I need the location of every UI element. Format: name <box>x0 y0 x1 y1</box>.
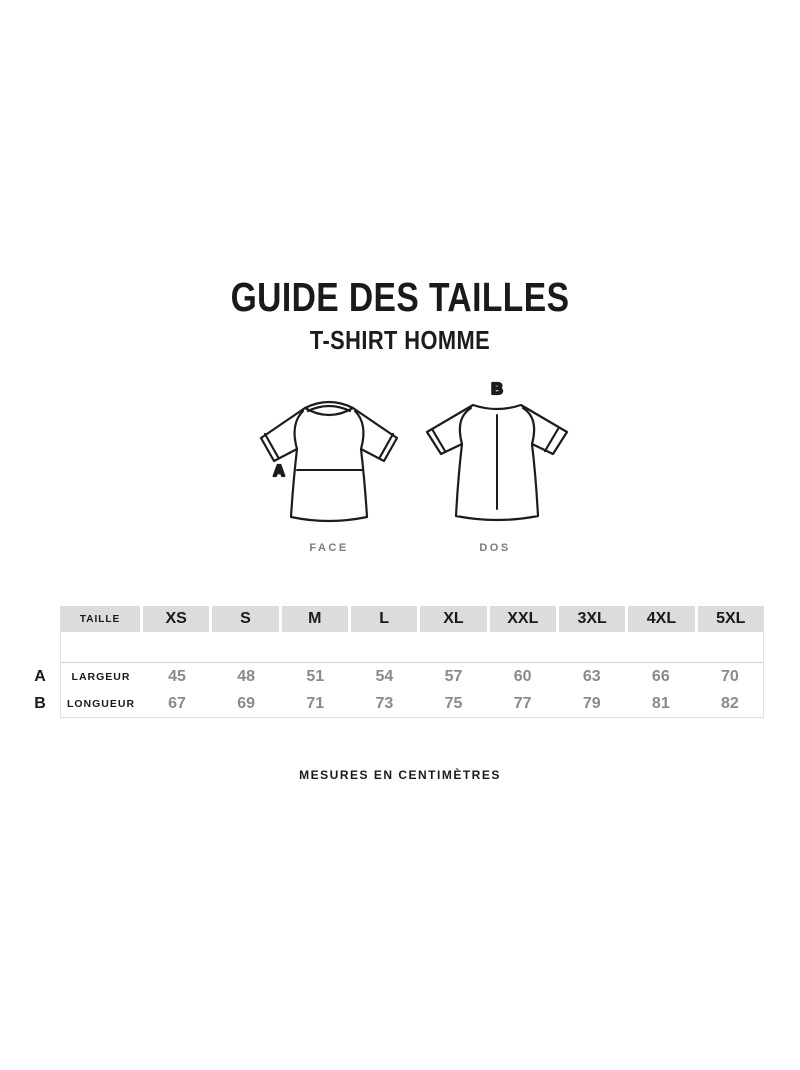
front-view-label: FACE <box>309 542 349 554</box>
row-marker-a: A <box>34 668 46 685</box>
width-marker-label: A <box>273 463 285 480</box>
row-marker-b: B <box>34 695 46 712</box>
size-value-cell: 75 <box>444 694 463 712</box>
size-value-cell: 57 <box>444 667 463 685</box>
size-table-header: TAILLE XS S M L XL XXL 3XL 4XL 5XL <box>60 606 764 632</box>
size-header-cell: M <box>281 606 348 632</box>
size-value-cell: 60 <box>513 667 532 685</box>
page-subtitle: T-SHIRT HOMME <box>309 325 491 355</box>
size-value-cell: 79 <box>582 694 601 712</box>
tshirt-front-outline <box>259 400 399 523</box>
tshirt-front-diagram: A <box>259 400 399 523</box>
size-value-cell: 54 <box>375 667 394 685</box>
size-value-cell: 63 <box>582 667 601 685</box>
size-value-cell: 48 <box>237 667 256 685</box>
size-value-cell: 73 <box>375 694 394 712</box>
size-header-cell: L <box>350 606 418 632</box>
row-label: LARGEUR <box>71 670 131 683</box>
measurement-row-longueur: LONGUEUR 67 69 71 73 75 77 79 81 82 <box>61 690 763 717</box>
size-value-cell: 45 <box>168 667 186 685</box>
size-value-cell: 69 <box>237 694 256 712</box>
size-header-cell: 4XL <box>628 606 695 632</box>
size-header-cell: 3XL <box>558 606 626 632</box>
size-value-cell: 66 <box>651 667 670 685</box>
row-label: LONGUEUR <box>66 697 136 710</box>
back-view-label: DOS <box>479 542 511 554</box>
left-shoulder-seam <box>293 409 305 451</box>
size-table: A B TAILLE XS S M L XL XXL 3XL 4XL 5XL L… <box>34 606 764 718</box>
taille-header-cell: TAILLE <box>60 606 140 632</box>
measurement-rows: LARGEUR 45 48 51 54 57 60 63 66 70 LONGU… <box>61 662 763 717</box>
right-shoulder-seam <box>353 409 365 451</box>
left-shoulder-seam <box>458 406 473 446</box>
size-header-cell: 5XL <box>697 606 764 632</box>
length-marker-label: B <box>491 381 503 398</box>
size-header-cell: XXL <box>489 606 556 632</box>
size-value-cell: 67 <box>168 694 186 712</box>
tshirt-back-diagram: B <box>425 380 569 522</box>
spacer-row <box>61 632 763 662</box>
size-header-cell: XS <box>143 606 210 632</box>
size-value-cell: 77 <box>513 694 532 712</box>
measurement-row-largeur: LARGEUR 45 48 51 54 57 60 63 66 70 <box>61 663 763 690</box>
size-value-cell: 51 <box>306 667 325 685</box>
size-value-cell: 82 <box>721 694 739 712</box>
right-shoulder-seam <box>521 406 536 446</box>
page-title: GUIDE DES TAILLES <box>230 274 570 320</box>
right-cuff-rib <box>543 427 560 453</box>
size-value-cell: 81 <box>651 694 670 712</box>
size-header-cell: S <box>212 606 279 632</box>
left-cuff-rib <box>430 427 447 453</box>
units-note: MESURES EN CENTIMÈTRES <box>299 768 501 782</box>
size-value-cell: 71 <box>306 694 325 712</box>
size-value-cell: 70 <box>721 667 739 685</box>
neckline <box>303 406 355 417</box>
size-table-body: LARGEUR 45 48 51 54 57 60 63 66 70 LONGU… <box>60 632 764 718</box>
size-header-cell: XL <box>420 606 487 632</box>
left-cuff-rib <box>263 432 280 459</box>
collar-rib-line <box>306 404 352 413</box>
right-cuff-rib <box>378 432 395 459</box>
